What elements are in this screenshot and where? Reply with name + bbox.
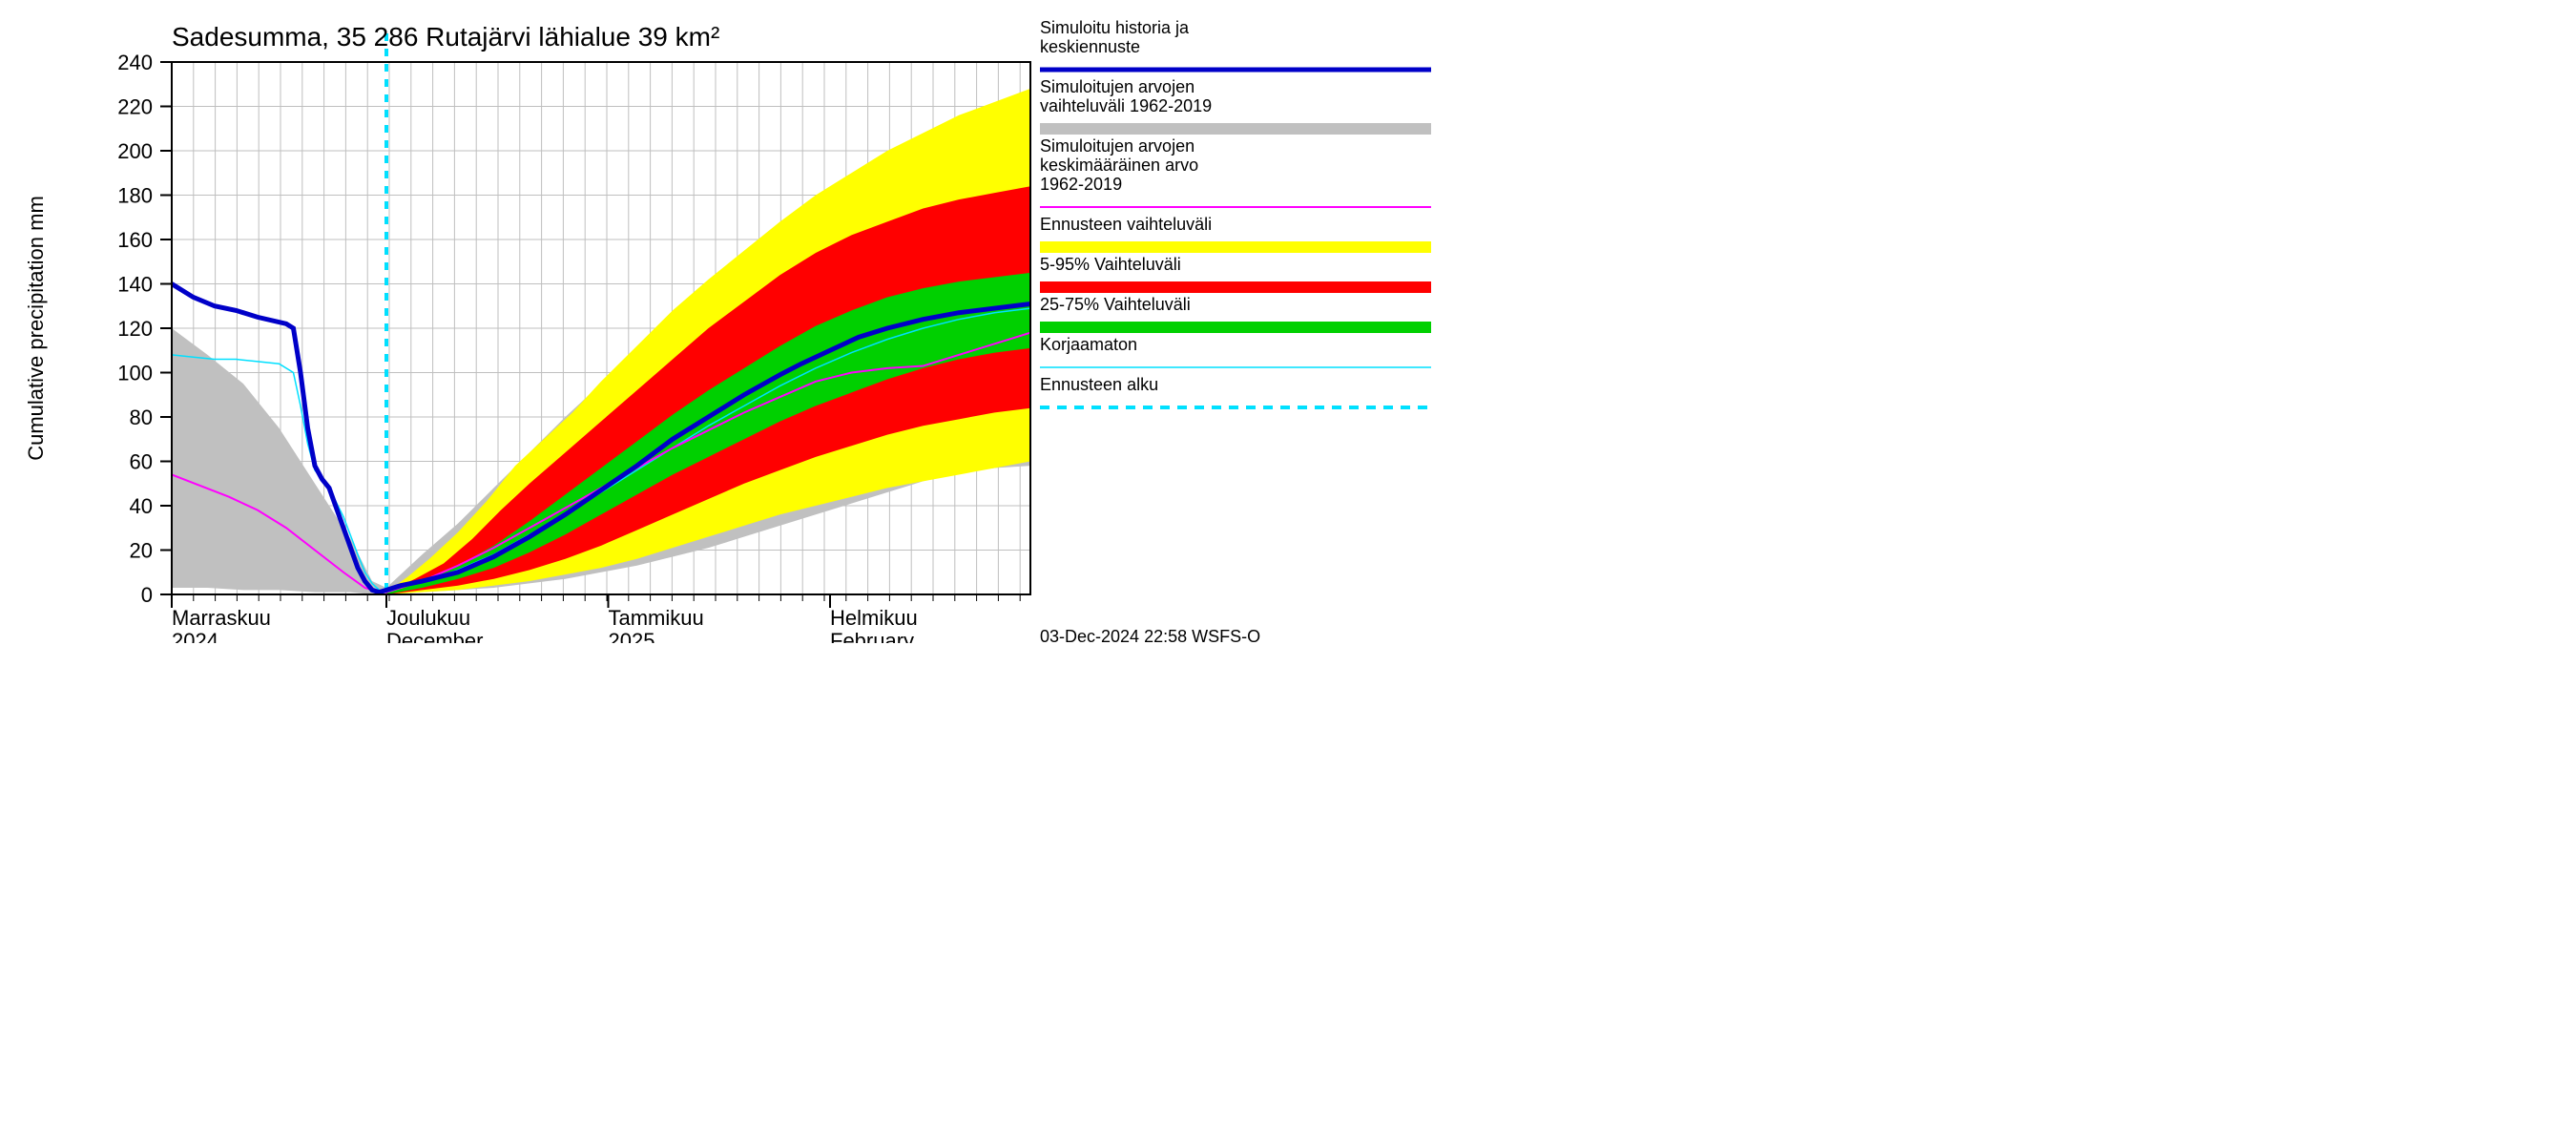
legend-label: 25-75% Vaihteluväli [1040, 295, 1191, 314]
y-tick-label: 40 [130, 494, 153, 518]
legend-label: Ennusteen vaihteluväli [1040, 215, 1212, 234]
x-month-label: Marraskuu [172, 606, 271, 630]
y-tick-label: 240 [117, 51, 153, 74]
y-axis-label: Cumulative precipitation mm [24, 196, 48, 461]
y-tick-label: 180 [117, 184, 153, 208]
y-tick-label: 80 [130, 406, 153, 429]
y-tick-label: 20 [130, 539, 153, 563]
legend-label: 1962-2019 [1040, 175, 1122, 194]
x-month-label-2: February [830, 629, 914, 643]
legend-swatch [1040, 281, 1431, 293]
y-tick-label: 0 [141, 583, 153, 607]
legend-label: vaihteluväli 1962-2019 [1040, 96, 1212, 115]
chart-title: Sadesumma, 35 286 Rutajärvi lähialue 39 … [172, 22, 719, 52]
legend-label: Ennusteen alku [1040, 375, 1158, 394]
y-tick-label: 220 [117, 95, 153, 119]
y-tick-label: 60 [130, 450, 153, 474]
x-month-label-2: 2025 [609, 629, 655, 643]
legend-swatch [1040, 123, 1431, 135]
x-month-label-2: 2024 [172, 629, 218, 643]
legend-label: Simuloitujen arvojen [1040, 77, 1195, 96]
legend-swatch [1040, 322, 1431, 333]
y-tick-label: 100 [117, 362, 153, 385]
y-tick-label: 140 [117, 273, 153, 297]
legend-label: Korjaamaton [1040, 335, 1137, 354]
y-tick-label: 200 [117, 139, 153, 163]
legend-swatch [1040, 241, 1431, 253]
y-tick-label: 120 [117, 317, 153, 341]
x-month-label: Tammikuu [609, 606, 704, 630]
x-month-label: Joulukuu [386, 606, 470, 630]
legend-label: Simuloitujen arvojen [1040, 136, 1195, 156]
legend-label: keskiennuste [1040, 37, 1140, 56]
legend-label: keskimääräinen arvo [1040, 156, 1198, 175]
chart-footer: 03-Dec-2024 22:58 WSFS-O [1040, 627, 1260, 643]
legend-label: 5-95% Vaihteluväli [1040, 255, 1181, 274]
legend-label: Simuloitu historia ja [1040, 18, 1190, 37]
x-month-label: Helmikuu [830, 606, 918, 630]
precip-chart: 0 20 40 60 80 100 120 140 160 180 200 220 240 Marrask… [0, 0, 1448, 643]
y-tick-label: 160 [117, 228, 153, 252]
x-month-label-2: December [386, 629, 483, 643]
